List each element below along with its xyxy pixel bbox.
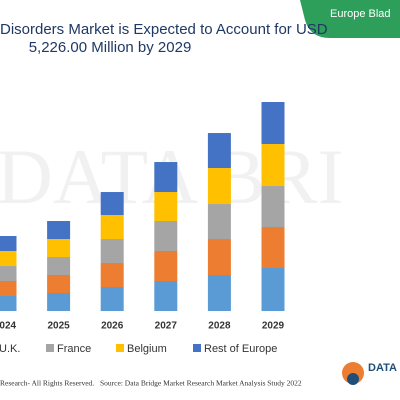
bar-segment [47,221,71,240]
bar-segment [261,186,285,228]
bar-segment [154,221,178,252]
bar-segment [207,133,231,169]
legend-label: Belgium [127,343,167,355]
title-line: Disorders Market is Expected to Account … [0,21,328,38]
bar-segment [207,168,231,205]
logo-icon [347,373,359,385]
bar-segment [261,144,285,187]
bar-segment [0,266,17,282]
x-tick-label: 2024 [0,321,17,332]
bar-segment [207,275,231,311]
bar-segment [0,236,17,252]
bar-segment [0,281,17,297]
title-line: 5,226.00 Million by 2029 [29,39,192,56]
bar-segment [261,268,285,311]
legend-label: U.K. [0,343,20,355]
bar-segment [154,251,178,282]
logo: DATA [342,362,397,385]
bar-segment [0,296,17,311]
bar-segment [207,239,231,276]
footer-rights: Research- All Rights Reserved. [0,379,94,388]
legend-swatch [46,344,54,352]
bar-segment [47,257,71,276]
legend-swatch [193,344,201,352]
bar-segment [100,287,124,311]
footer-source: Source: Data Bridge Market Research Mark… [100,379,302,388]
bar-segment [0,251,17,267]
legend-swatch [116,344,124,352]
bar-segment [100,215,124,240]
legend-label: Rest of Europe [204,343,277,355]
x-tick-label: 2025 [47,321,70,332]
logo-text: DATA [368,362,397,374]
banner-bg [300,0,400,38]
x-tick-label: 2029 [262,321,285,332]
bar-segment [261,102,285,145]
bar-segment [154,162,178,193]
x-tick-label: 2027 [155,321,178,332]
banner-text: Europe Blad [330,8,391,20]
bar-segment [261,227,285,269]
bar-segment [154,192,178,222]
legend-label: France [57,343,91,355]
bar-segment [47,293,71,311]
bar-segment [100,263,124,288]
bar-segment [154,281,178,311]
bar-segment [47,239,71,258]
x-tick-label: 2028 [208,321,231,332]
bar-segment [100,192,124,216]
x-tick-label: 2026 [101,321,124,332]
bar-segment [100,239,124,264]
bar-segment [207,204,231,240]
bar-segment [47,275,71,294]
